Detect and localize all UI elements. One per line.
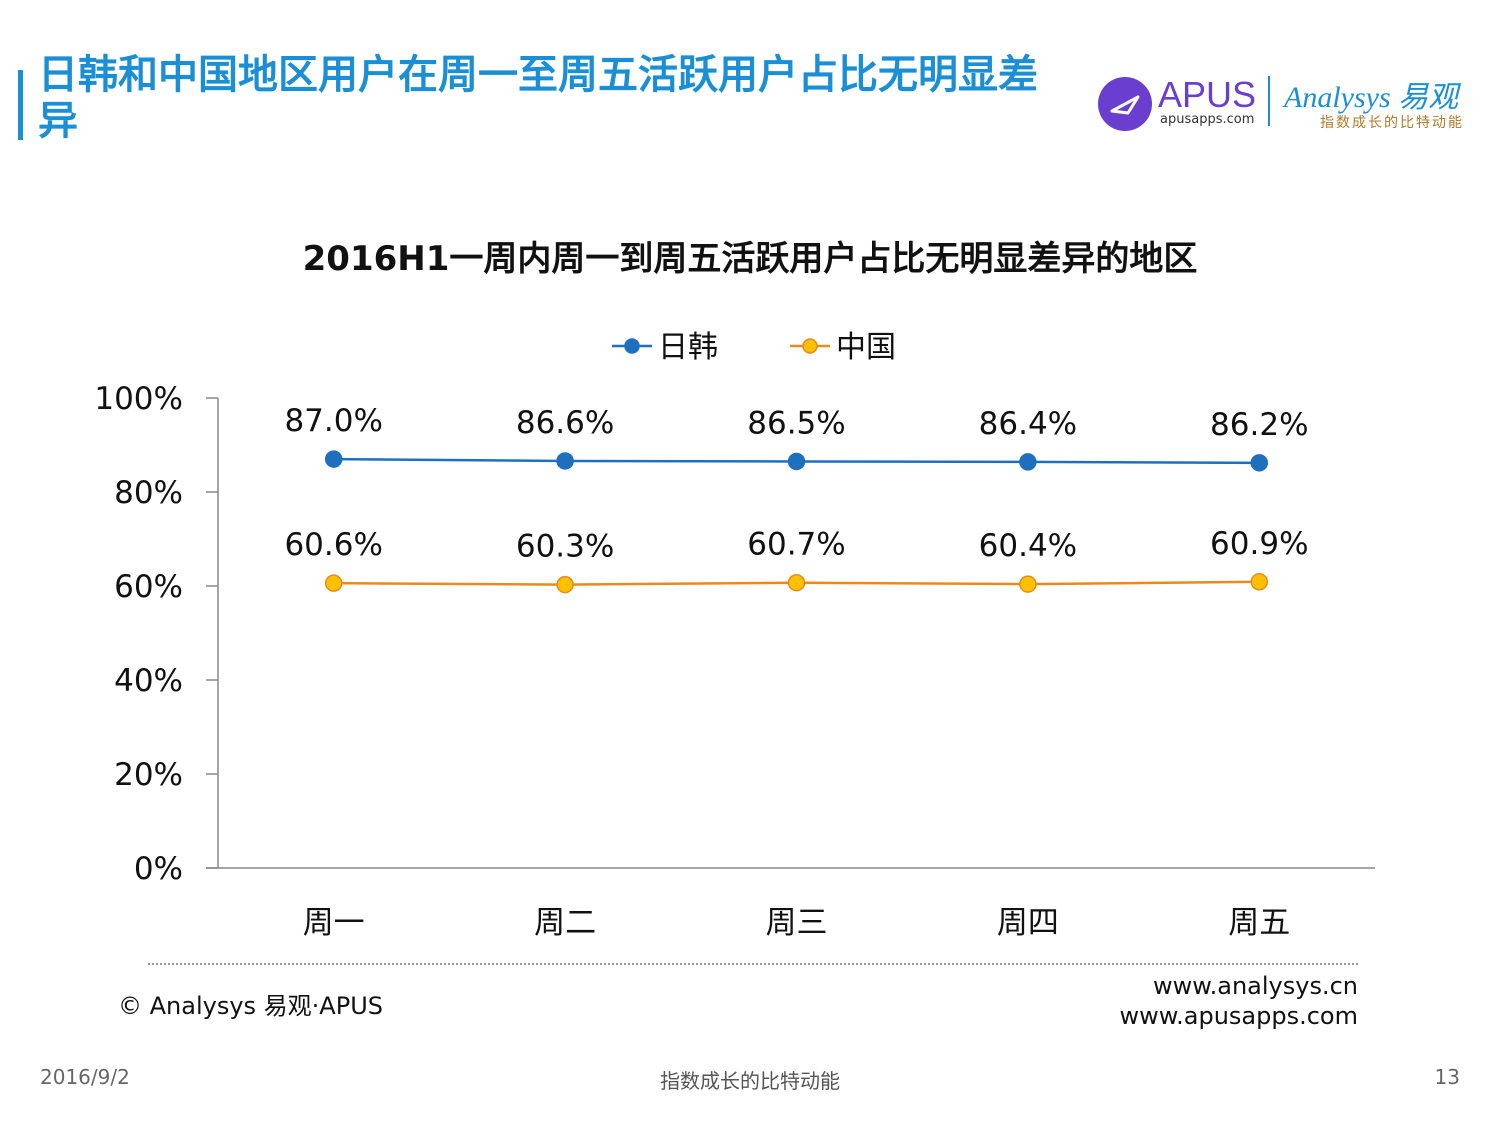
chart-axes: 0% 20% 40% 60% 80% 100% 周一 周二 周三 周四 周五 — [94, 381, 1375, 941]
data-label: 60.9% — [1210, 526, 1308, 562]
apus-logo-name: APUS — [1158, 74, 1257, 115]
line-chart: 2016H1一周内周一到周五活跃用户占比无明显差异的地区 日韩 中国 0% 20% 4… — [94, 239, 1375, 941]
logo-divider — [1268, 76, 1270, 126]
legend-label: 中国 — [836, 330, 896, 365]
data-label: 60.3% — [516, 529, 614, 565]
footer-date: 2016/9/2 — [40, 1065, 130, 1089]
y-tick-label: 80% — [114, 475, 183, 511]
data-point — [787, 573, 806, 592]
x-tick-label: 周一 — [303, 905, 365, 941]
y-tick-label: 20% — [114, 757, 183, 793]
data-label: 86.4% — [979, 406, 1077, 442]
footer-copyright: © Analysys 易观·APUS — [118, 992, 383, 1020]
x-tick-label: 周五 — [1228, 905, 1290, 941]
x-tick-label: 周四 — [997, 905, 1059, 941]
chart-series: 87.0% 86.6% 86.5% 86.4% 86.2% 60.6% 60.3% 60.7%… — [284, 403, 1309, 594]
y-tick-label: 40% — [114, 663, 183, 699]
data-label: 60.7% — [747, 527, 845, 563]
x-tick-label: 周二 — [534, 905, 596, 941]
y-tick-label: 100% — [94, 381, 183, 417]
legend-marker — [624, 338, 640, 354]
data-point — [1019, 453, 1037, 471]
y-tick-label: 60% — [114, 569, 183, 605]
legend-marker — [802, 338, 818, 354]
header-logos: APUS apusapps.com Analysys 易观 指数成长的比特动能 — [1098, 72, 1478, 132]
data-point — [324, 574, 343, 592]
data-point — [324, 450, 343, 468]
title-accent-bar — [18, 70, 23, 140]
apus-logo-icon — [1098, 77, 1152, 131]
data-label: 86.6% — [516, 405, 614, 441]
data-point — [1019, 575, 1037, 593]
x-tick-label: 周三 — [766, 905, 828, 941]
page-number: 13 — [1434, 1065, 1460, 1089]
data-point — [787, 452, 806, 471]
legend-label: 日韩 — [658, 330, 718, 365]
data-point — [1250, 573, 1269, 591]
footer-url-apus[interactable]: www.apusapps.com — [1119, 1002, 1358, 1030]
data-label: 60.6% — [284, 527, 382, 563]
apus-logo-url: apusapps.com — [1160, 112, 1255, 127]
data-point — [556, 452, 574, 470]
data-label: 60.4% — [979, 528, 1077, 564]
data-label: 87.0% — [284, 403, 382, 439]
footer-url-analysys[interactable]: www.analysys.cn — [1152, 972, 1358, 1000]
data-label: 86.2% — [1210, 407, 1308, 443]
analysys-logo-name: Analysys 易观 — [1284, 81, 1459, 114]
y-tick-label: 0% — [134, 851, 183, 887]
footer-divider — [148, 963, 1358, 965]
data-point — [1250, 454, 1269, 472]
data-point — [556, 575, 574, 594]
data-label: 86.5% — [747, 405, 845, 441]
slide-title: 日韩和中国地区用户在周一至周五活跃用户占比无明显差异 — [38, 52, 1038, 144]
chart-legend: 日韩 中国 — [612, 330, 896, 365]
analysys-logo-slogan: 指数成长的比特动能 — [1320, 115, 1464, 131]
footer-slogan: 指数成长的比特动能 — [660, 1069, 840, 1093]
chart-title: 2016H1一周内周一到周五活跃用户占比无明显差异的地区 — [303, 239, 1198, 279]
